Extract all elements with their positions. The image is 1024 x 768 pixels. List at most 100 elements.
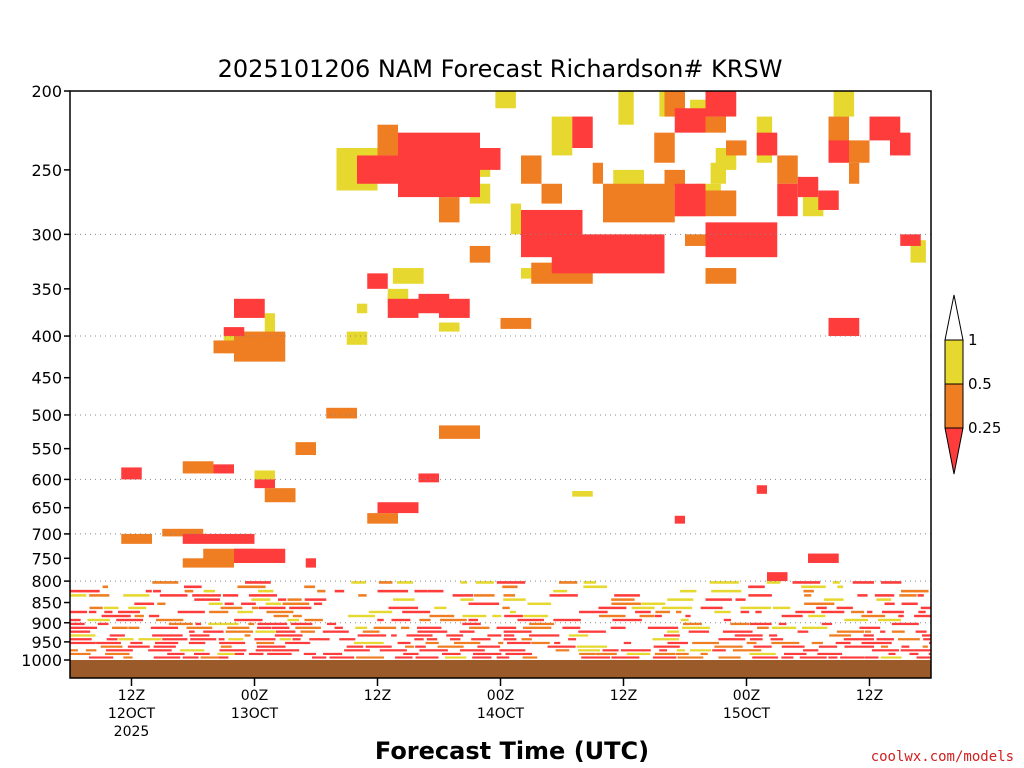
heat-cell: [722, 630, 753, 633]
heat-cell: [732, 649, 762, 652]
heat-cell: [406, 634, 433, 637]
heat-cell: [397, 581, 414, 584]
heat-cell: [661, 606, 693, 610]
heat-cell: [473, 652, 502, 656]
heat-cell: [828, 656, 838, 659]
heat-cell: [900, 649, 914, 652]
heat-cell: [509, 610, 516, 614]
heat-cell: [749, 638, 763, 641]
heat-cell: [462, 622, 481, 626]
heat-cell: [581, 656, 611, 659]
heat-cell: [631, 606, 655, 610]
heat-cell: [568, 634, 589, 637]
y-tick-label: 600: [31, 470, 62, 489]
heat-cell: [730, 622, 750, 626]
heat-cell: [373, 626, 397, 629]
y-tick-label: 500: [31, 406, 62, 425]
heat-cell: [772, 606, 791, 610]
chart-title: 2025101206 NAM Forecast Richardson# KRSW: [218, 55, 783, 83]
heat-cell: [256, 645, 286, 648]
heat-cell: [916, 656, 931, 659]
heat-cell: [611, 602, 641, 606]
heat-cell: [641, 602, 666, 606]
heat-cell: [258, 606, 286, 610]
heat-cell: [505, 652, 533, 656]
heat-cell: [285, 641, 311, 645]
heat-cell: [572, 116, 593, 149]
heat-cell: [217, 652, 235, 656]
heat-cell: [654, 652, 676, 656]
heat-cell: [797, 630, 809, 633]
heat-cell: [426, 638, 438, 641]
heat-cell: [70, 594, 87, 597]
heat-cell: [248, 622, 255, 626]
heat-cell: [749, 652, 776, 656]
heat-cell: [595, 652, 617, 656]
heat-cell: [771, 626, 797, 629]
heat-cell: [326, 407, 357, 419]
heat-cell: [153, 645, 176, 648]
heat-cell: [507, 641, 531, 645]
heat-cell: [282, 602, 310, 606]
heat-cell: [579, 652, 596, 656]
heat-cell: [109, 634, 125, 637]
heat-cell: [469, 626, 490, 629]
heat-cell: [445, 656, 467, 659]
heat-cell: [652, 638, 680, 641]
heat-cell: [888, 652, 896, 656]
heat-cell: [439, 322, 460, 332]
heat-cell: [583, 581, 596, 584]
heat-cell: [901, 645, 910, 648]
heat-cell: [529, 622, 555, 626]
heat-cell: [468, 602, 500, 606]
heat-cell: [503, 594, 516, 597]
heat-cell: [222, 594, 239, 597]
heat-cell: [89, 606, 103, 610]
heat-cell: [237, 610, 253, 614]
heat-cell: [317, 589, 326, 593]
heat-cell: [521, 638, 532, 641]
heat-cell: [675, 652, 689, 656]
heat-cell: [437, 645, 464, 648]
heat-cell: [836, 606, 853, 610]
heat-cell: [626, 652, 651, 656]
heat-cell: [429, 614, 455, 618]
heat-cell: [89, 594, 110, 597]
heat-cell: [541, 183, 562, 204]
heat-cell: [568, 638, 577, 641]
y-tick-label: 550: [31, 440, 62, 459]
heat-cell: [365, 645, 392, 648]
heat-cell: [836, 630, 865, 633]
legend-swatch: [944, 339, 964, 385]
heat-cell: [922, 645, 928, 648]
x-tick-label: 00Z: [241, 688, 268, 704]
heat-cell: [498, 641, 504, 645]
heat-cell: [712, 649, 726, 652]
legend-label: 0.25: [968, 419, 1001, 437]
heat-cell: [123, 656, 133, 659]
heat-cell: [928, 652, 931, 656]
heat-cell: [241, 602, 256, 606]
heat-cell: [549, 594, 578, 597]
heat-cell: [828, 317, 860, 337]
heat-cell: [234, 618, 263, 622]
heatmap-cells: [121, 91, 926, 582]
heat-cell: [692, 641, 720, 645]
heat-cell: [890, 132, 911, 156]
y-tick-label: 700: [31, 525, 62, 544]
heat-cell: [599, 614, 626, 618]
heat-cell: [767, 572, 788, 582]
heat-cell: [405, 645, 414, 648]
heat-cell: [861, 641, 892, 645]
heat-cell: [439, 425, 480, 439]
heat-cell: [304, 585, 316, 589]
heat-cell: [915, 630, 927, 633]
heat-cell: [718, 656, 741, 659]
heat-cell: [504, 614, 523, 618]
heat-cell: [427, 589, 444, 593]
heat-cell: [168, 622, 193, 626]
heat-cell: [70, 638, 92, 641]
heat-cell: [523, 614, 549, 618]
heat-cell: [551, 234, 624, 274]
heat-cell: [329, 656, 355, 659]
